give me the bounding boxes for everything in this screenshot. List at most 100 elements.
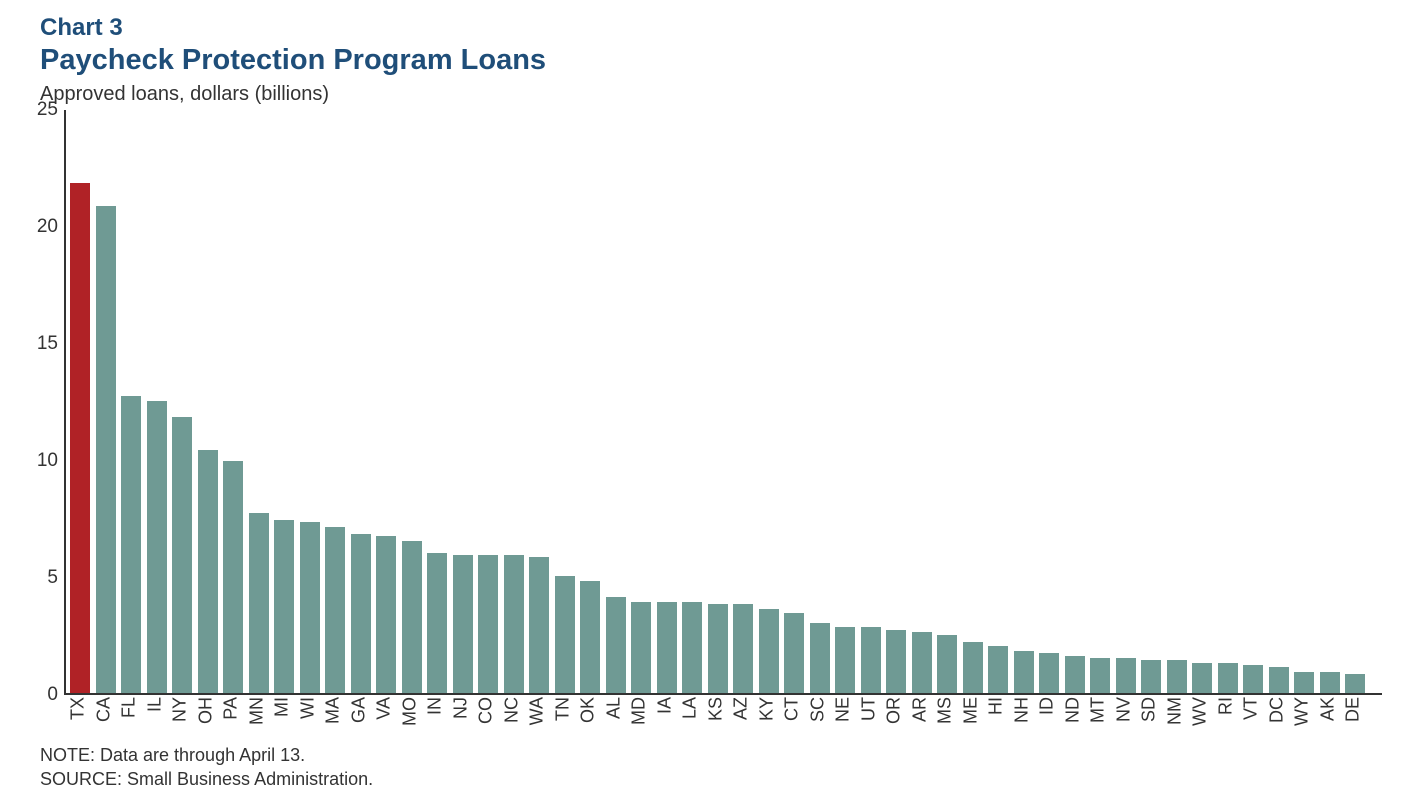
x-tick-la: LA [680, 695, 700, 733]
x-tick-label: MN [246, 697, 267, 725]
bar-ca [96, 206, 116, 693]
x-tick-az: AZ [731, 695, 751, 733]
x-tick-de: DE [1343, 695, 1363, 733]
x-tick-label: UT [858, 697, 879, 721]
x-tick-label: PA [221, 697, 242, 720]
bar-ok [580, 581, 600, 693]
x-tick-dc: DC [1267, 695, 1287, 733]
bar-ne [835, 627, 855, 693]
bar-me [963, 642, 983, 693]
x-tick-co: CO [476, 695, 496, 733]
x-tick-ar: AR [910, 695, 930, 733]
bar-mt [1090, 658, 1110, 693]
bar-nd [1065, 656, 1085, 693]
bar-ny [172, 417, 192, 693]
bar-sd [1141, 660, 1161, 693]
x-tick-va: VA [374, 695, 394, 733]
bar-wi [300, 522, 320, 693]
x-tick-il: IL [145, 695, 165, 733]
x-tick-fl: FL [119, 695, 139, 733]
chart-note: NOTE: Data are through April 13. [40, 743, 1382, 767]
bar-ky [759, 609, 779, 693]
x-tick-label: MT [1088, 697, 1109, 723]
bar-ga [351, 534, 371, 693]
x-tick-label: SD [1139, 697, 1160, 722]
chart-source: SOURCE: Small Business Administration. [40, 767, 1382, 791]
x-tick-label: NC [501, 697, 522, 723]
x-tick-ny: NY [170, 695, 190, 733]
chart-subtitle: Approved loans, dollars (billions) [40, 83, 1382, 106]
x-tick-ks: KS [706, 695, 726, 733]
x-tick-nc: NC [502, 695, 522, 733]
bar-de [1345, 674, 1365, 693]
x-tick-label: WI [297, 697, 318, 719]
x-tick-wy: WY [1292, 695, 1312, 733]
x-tick-pa: PA [221, 695, 241, 733]
bar-hi [988, 646, 1008, 693]
x-tick-tx: TX [68, 695, 88, 733]
x-tick-label: NV [1113, 697, 1134, 722]
x-tick-label: AZ [731, 697, 752, 720]
x-tick-ms: MS [935, 695, 955, 733]
x-tick-id: ID [1037, 695, 1057, 733]
x-tick-vt: VT [1241, 695, 1261, 733]
bar-fl [121, 396, 141, 693]
x-tick-label: IA [654, 697, 675, 714]
chart-title: Paycheck Protection Program Loans [40, 44, 1382, 77]
x-tick-label: DC [1266, 697, 1287, 723]
x-tick-ne: NE [833, 695, 853, 733]
x-tick-label: CT [782, 697, 803, 721]
bar-wa [529, 557, 549, 693]
x-tick-label: CO [476, 697, 497, 724]
x-tick-label: OH [195, 697, 216, 724]
bar-tn [555, 576, 575, 693]
bar-pa [223, 461, 243, 693]
chart-container: Chart 3 Paycheck Protection Program Loan… [0, 0, 1422, 810]
x-tick-label: MO [399, 697, 420, 726]
x-tick-nh: NH [1012, 695, 1032, 733]
x-tick-label: HI [986, 697, 1007, 715]
bar-wy [1294, 672, 1314, 693]
x-tick-nm: NM [1165, 695, 1185, 733]
x-tick-label: OR [884, 697, 905, 724]
x-tick-wa: WA [527, 695, 547, 733]
x-tick-label: MS [935, 697, 956, 724]
plot-area: 0510152025 [60, 110, 1382, 695]
bars-zone [64, 110, 1382, 695]
bar-nm [1167, 660, 1187, 693]
x-tick-label: NH [1011, 697, 1032, 723]
y-tick-label: 10 [30, 450, 58, 472]
bar-ri [1218, 663, 1238, 693]
x-tick-label: AR [909, 697, 930, 722]
x-tick-ca: CA [94, 695, 114, 733]
x-tick-wi: WI [298, 695, 318, 733]
x-tick-label: LA [680, 697, 701, 719]
bar-md [631, 602, 651, 693]
bar-mn [249, 513, 269, 693]
x-tick-label: SC [807, 697, 828, 722]
x-tick-label: WA [527, 697, 548, 725]
x-tick-label: GA [348, 697, 369, 723]
y-axis: 0510152025 [30, 110, 58, 695]
bar-az [733, 604, 753, 693]
x-tick-label: NY [170, 697, 191, 722]
x-tick-or: OR [884, 695, 904, 733]
bar-ma [325, 527, 345, 693]
x-tick-md: MD [629, 695, 649, 733]
x-tick-label: ND [1062, 697, 1083, 723]
bar-co [478, 555, 498, 693]
x-tick-nv: NV [1114, 695, 1134, 733]
x-tick-label: NM [1164, 697, 1185, 725]
bar-mo [402, 541, 422, 693]
x-tick-ri: RI [1216, 695, 1236, 733]
bar-mi [274, 520, 294, 693]
x-tick-label: KY [756, 697, 777, 721]
x-tick-label: KS [705, 697, 726, 721]
bar-nv [1116, 658, 1136, 693]
bar-nj [453, 555, 473, 693]
x-tick-mi: MI [272, 695, 292, 733]
x-tick-ok: OK [578, 695, 598, 733]
x-tick-label: TX [68, 697, 89, 720]
x-tick-mn: MN [247, 695, 267, 733]
bar-il [147, 401, 167, 694]
